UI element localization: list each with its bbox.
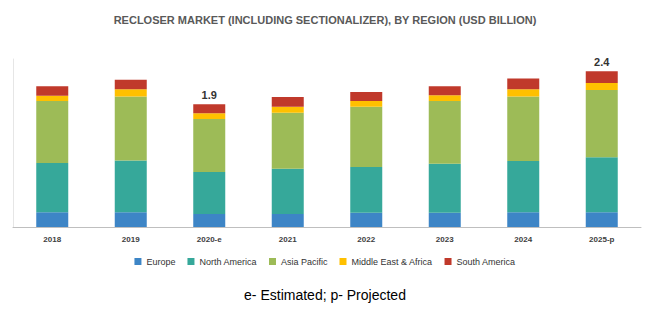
svg-text:2018: 2018 xyxy=(43,235,61,244)
svg-text:2021: 2021 xyxy=(279,235,297,244)
svg-text:2023: 2023 xyxy=(436,235,454,244)
svg-text:South America: South America xyxy=(457,257,516,267)
svg-text:RECLOSER MARKET (INCLUDING SEC: RECLOSER MARKET (INCLUDING SECTIONALIZER… xyxy=(114,14,537,26)
svg-text:e- Estimated; p- Projected: e- Estimated; p- Projected xyxy=(244,287,406,303)
svg-text:2024: 2024 xyxy=(514,235,532,244)
svg-text:2020-e: 2020-e xyxy=(197,235,222,244)
svg-text:2019: 2019 xyxy=(122,235,140,244)
svg-text:2022: 2022 xyxy=(357,235,375,244)
svg-text:Middle East & Africa: Middle East & Africa xyxy=(351,257,432,267)
svg-text:2.4: 2.4 xyxy=(594,56,610,68)
svg-text:Europe: Europe xyxy=(146,257,175,267)
svg-text:Asia Pacific: Asia Pacific xyxy=(281,257,328,267)
svg-text:North America: North America xyxy=(199,257,256,267)
svg-text:2025-p: 2025-p xyxy=(589,235,614,244)
svg-text:1.9: 1.9 xyxy=(202,89,217,101)
